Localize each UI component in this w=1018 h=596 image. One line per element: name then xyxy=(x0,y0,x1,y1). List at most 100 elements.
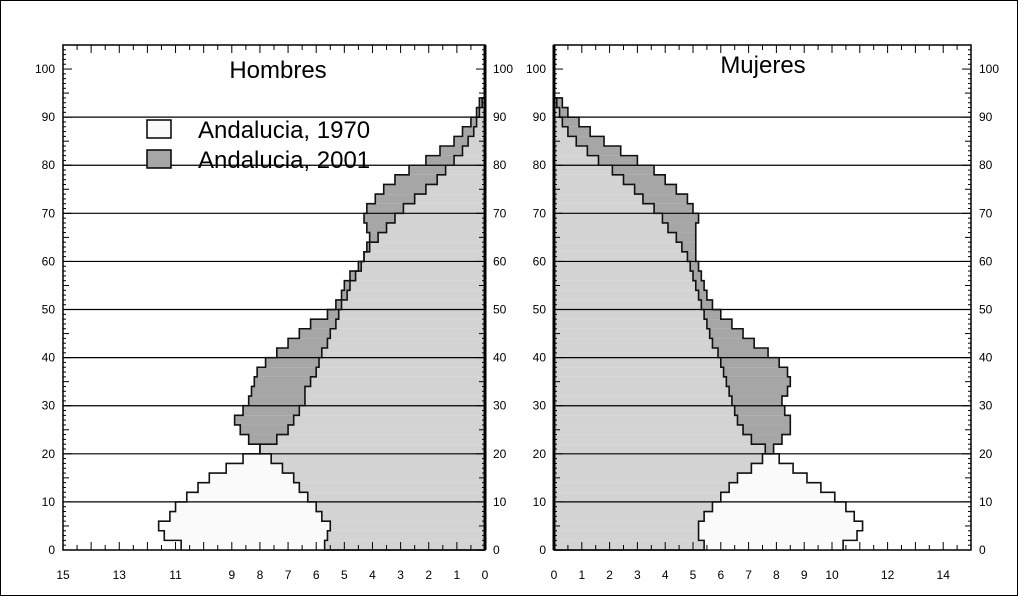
x-tick-label: 1 xyxy=(454,568,461,582)
y-tick-label-right: 20 xyxy=(493,447,507,461)
panel-title-hombres: Hombres xyxy=(229,57,326,84)
excess-2001-bar xyxy=(718,348,769,358)
x-tick-label: 6 xyxy=(313,568,320,582)
overlap-bar xyxy=(554,367,724,377)
excess-2001-bar xyxy=(587,146,621,156)
excess-2001-bar xyxy=(576,136,605,146)
excess-2001-bar xyxy=(695,280,705,291)
legend-label-1970: Andalucia, 1970 xyxy=(198,117,370,144)
excess-2001-bar xyxy=(375,194,415,204)
panel-title-mujeres: Mujeres xyxy=(720,52,805,79)
overlap-bar xyxy=(476,117,485,127)
legend-item-1970: Andalucia, 1970 xyxy=(146,117,370,144)
excess-2001-bar xyxy=(731,396,782,406)
excess-2001-bar xyxy=(344,280,350,291)
excess-2001-bar xyxy=(470,117,477,127)
y-tick-label-left: 0 xyxy=(48,543,55,557)
excess-2001-bar xyxy=(567,126,591,137)
excess-2001-bar xyxy=(726,376,791,387)
excess-2001-bar xyxy=(723,367,788,377)
excess-1970-bar xyxy=(158,521,331,531)
y-tick-label-left: 50 xyxy=(533,303,547,317)
excess-2001-bar xyxy=(765,444,774,454)
x-tick-label: 9 xyxy=(801,568,808,582)
overlap-bar xyxy=(319,357,485,368)
excess-2001-bar xyxy=(234,415,294,425)
series-outline-2001 xyxy=(233,97,485,551)
overlap-bar xyxy=(554,415,738,425)
excess-2001-bar xyxy=(729,386,788,397)
excess-2001-bar xyxy=(690,261,699,272)
overlap-bar xyxy=(554,530,699,541)
x-tick-label: 5 xyxy=(341,568,348,582)
x-tick-label: 14 xyxy=(937,568,951,582)
excess-2001-bar xyxy=(327,309,339,320)
overlap-bar xyxy=(369,242,485,252)
overlap-bar xyxy=(554,357,721,368)
overlap-bar xyxy=(454,155,485,166)
overlap-bar xyxy=(554,271,693,281)
y-tick-label-right: 40 xyxy=(493,351,507,365)
y-tick-label-right: 90 xyxy=(493,110,507,124)
overlap-bar xyxy=(307,492,485,502)
left-fill-layer xyxy=(158,97,485,550)
overlap-bar xyxy=(554,338,713,348)
overlap-bar xyxy=(341,299,485,310)
overlap-bar xyxy=(554,165,613,175)
excess-2001-bar xyxy=(366,242,370,252)
overlap-bar xyxy=(299,482,485,493)
excess-1970-bar xyxy=(720,492,835,502)
excess-2001-bar xyxy=(559,107,568,118)
overlap-bar xyxy=(299,405,485,416)
excess-2001-bar xyxy=(676,232,696,243)
overlap-bar xyxy=(403,203,485,214)
excess-2001-bar xyxy=(341,290,348,300)
overlap-bar xyxy=(468,136,485,146)
overlap-bar xyxy=(554,492,721,502)
excess-2001-bar xyxy=(737,415,791,425)
x-tick-label: 12 xyxy=(881,568,895,582)
overlap-bar xyxy=(386,222,485,233)
excess-1970-bar xyxy=(737,473,807,483)
overlap-bar xyxy=(310,376,485,387)
y-tick-label-left: 10 xyxy=(42,495,56,509)
x-tick-label: 10 xyxy=(825,568,839,582)
overlap-bar xyxy=(378,232,485,243)
y-tick-label-right: 70 xyxy=(493,206,507,220)
y-tick-label-right: 30 xyxy=(979,399,993,413)
excess-2001-bar xyxy=(454,136,469,146)
excess-2001-bar xyxy=(698,290,707,300)
overlap-bar xyxy=(554,463,752,474)
y-tick-label-right: 50 xyxy=(493,303,507,317)
overlap-bar xyxy=(554,521,699,531)
y-tick-label-left: 20 xyxy=(533,447,547,461)
overlap-bar xyxy=(554,328,710,339)
overlap-bar xyxy=(554,232,677,243)
excess-2001-bar xyxy=(734,405,785,416)
y-tick-label-right: 70 xyxy=(979,206,993,220)
overlap-bar xyxy=(335,319,485,329)
y-tick-label-right: 100 xyxy=(493,62,513,76)
x-tick-label: 7 xyxy=(285,568,292,582)
excess-2001-bar xyxy=(667,222,696,233)
excess-2001-bar xyxy=(366,203,404,214)
excess-1970-bar xyxy=(181,540,325,550)
overlap-bar xyxy=(554,482,730,493)
excess-1970-bar xyxy=(243,453,272,464)
y-tick-label-left: 10 xyxy=(533,495,547,509)
x-tick-label: 6 xyxy=(717,568,724,582)
overlap-bar xyxy=(304,396,485,406)
overlap-bar xyxy=(554,386,730,397)
overlap-bar xyxy=(437,174,485,185)
excess-2001-bar xyxy=(743,424,791,435)
excess-2001-bar xyxy=(383,184,426,195)
overlap-bar xyxy=(554,511,705,522)
right-fill-layer xyxy=(554,97,863,550)
y-tick-label-right: 80 xyxy=(493,158,507,172)
overlap-bar xyxy=(554,184,635,195)
excess-2001-bar xyxy=(358,261,362,272)
overlap-bar xyxy=(473,126,485,137)
overlap-bar xyxy=(347,290,485,300)
excess-1970-bar xyxy=(729,482,821,493)
